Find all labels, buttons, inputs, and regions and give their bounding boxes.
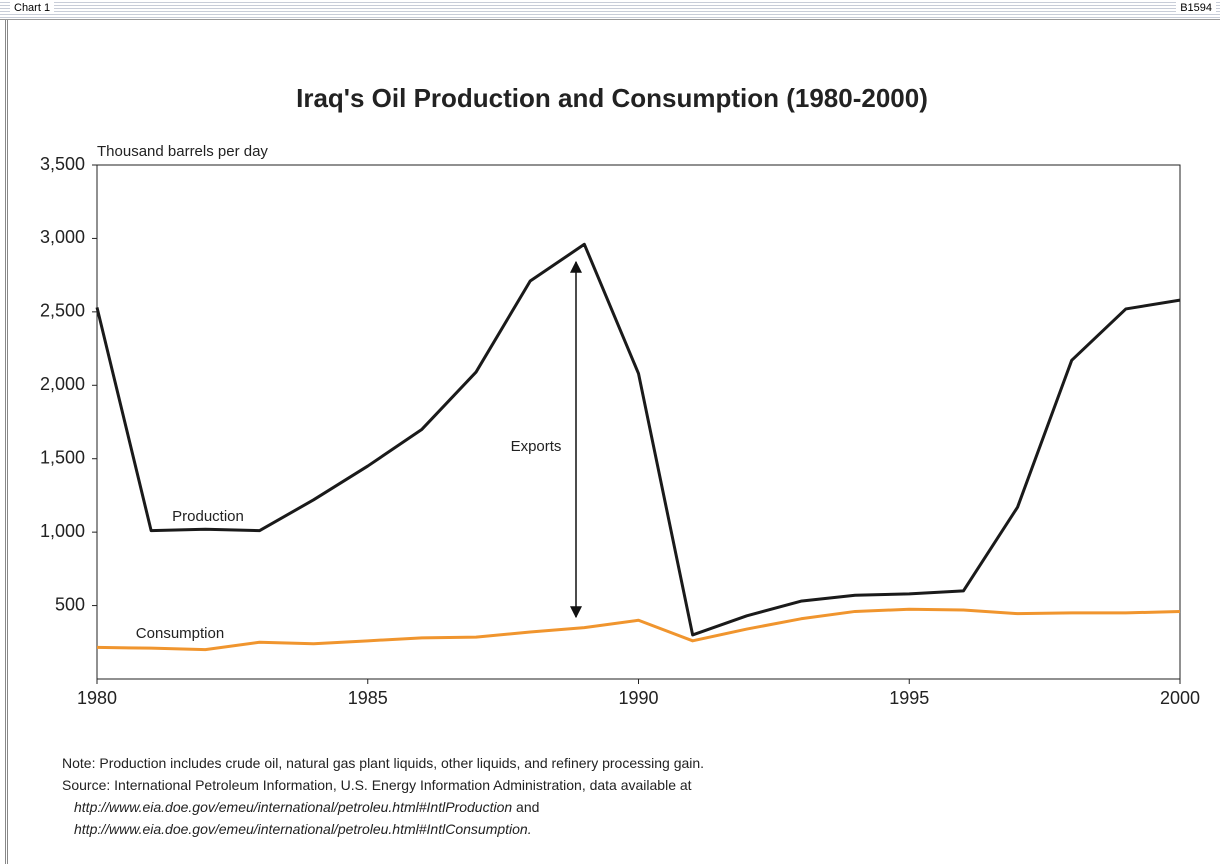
x-tick-label: 2000 (1160, 688, 1200, 708)
y-tick-label: 2,500 (40, 301, 85, 321)
note: Production includes crude oil, natural g… (99, 755, 705, 771)
x-tick-label: 1985 (348, 688, 388, 708)
url: http://www.eia.doe.gov/emeu/internationa… (74, 799, 513, 815)
chart-title: Iraq's Oil Production and Consumption (1… (296, 83, 928, 113)
x-tick-label: 1990 (618, 688, 658, 708)
title-bar: Chart 1 B1594 (0, 0, 1220, 20)
window-id: B1594 (1176, 2, 1216, 14)
series-line (96, 607, 1181, 652)
url: http://www.eia.doe.gov/emeu/internationa… (74, 821, 532, 837)
y-tick-label: 1,500 (40, 447, 85, 467)
x-tick-label: 1980 (77, 688, 117, 708)
plot-area (96, 164, 1181, 680)
x-tick-label: 1995 (889, 688, 929, 708)
y-tick-label: 2,000 (40, 374, 85, 394)
y-tick-label: 3,000 (40, 227, 85, 247)
y-axis-label: Thousand barrels per day (97, 143, 268, 160)
source-label: Source: (62, 777, 111, 793)
series-label: Production (172, 508, 244, 525)
series-label: Consumption (136, 625, 224, 642)
y-tick-label: 1,000 (40, 521, 85, 541)
window-title: Chart 1 (10, 2, 55, 14)
series-line (95, 242, 1181, 637)
source: International Petroleum Information, U.S… (114, 777, 692, 793)
note-label: Note: (62, 755, 96, 771)
y-tick-label: 500 (55, 594, 85, 614)
conjunction: and (516, 799, 540, 815)
annotation: Exports (511, 438, 562, 455)
notes: Note: Production includes crude oil, nat… (62, 752, 704, 840)
y-tick-label: 3,500 (40, 154, 85, 174)
frame-border (0, 20, 8, 864)
